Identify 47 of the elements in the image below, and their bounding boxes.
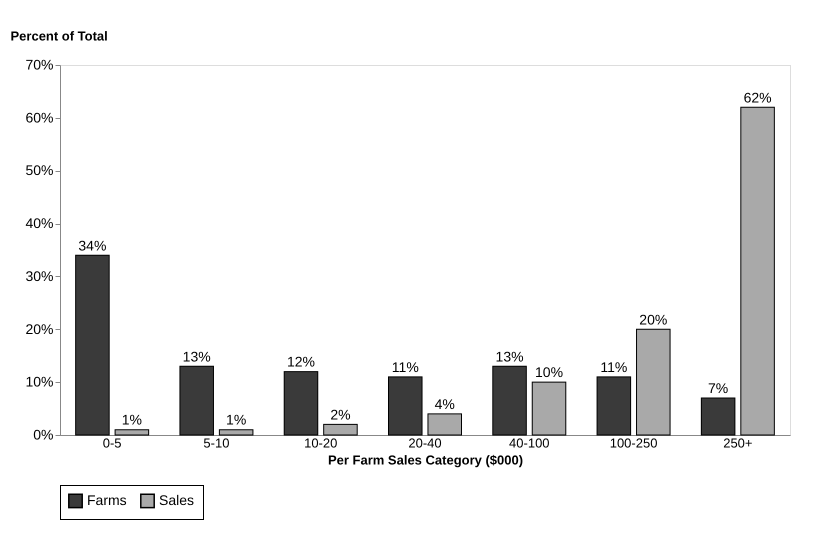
bar bbox=[179, 366, 214, 436]
y-axis-title: Percent of Total bbox=[10, 28, 108, 44]
data-label: 2% bbox=[330, 406, 351, 422]
data-label: 1% bbox=[226, 412, 246, 428]
x-tick-label: 250+ bbox=[723, 436, 753, 450]
data-label: 13% bbox=[496, 348, 524, 364]
data-label: 62% bbox=[744, 89, 772, 106]
data-label: 1% bbox=[122, 412, 142, 428]
data-label: 11% bbox=[392, 358, 419, 375]
data-label: 13% bbox=[182, 348, 211, 364]
data-label: 11% bbox=[600, 358, 628, 375]
legend-label: Farms bbox=[87, 492, 127, 508]
bar bbox=[532, 382, 566, 436]
y-tick-label: 40% bbox=[25, 215, 54, 232]
bar bbox=[740, 106, 775, 436]
y-tick-label: 0% bbox=[33, 426, 54, 442]
x-tick-label: 10-20 bbox=[304, 436, 338, 450]
y-tick-label: 10% bbox=[25, 374, 54, 390]
bar bbox=[114, 429, 150, 436]
bar bbox=[218, 429, 254, 436]
data-label: 7% bbox=[708, 380, 728, 396]
data-label: 12% bbox=[286, 354, 315, 370]
y-tick-label: 50% bbox=[25, 162, 54, 178]
x-tick-label: 20-40 bbox=[408, 436, 442, 450]
bar bbox=[75, 254, 110, 436]
bar bbox=[323, 424, 358, 436]
y-tick-label: 20% bbox=[25, 320, 54, 337]
x-tick-label: 40-100 bbox=[509, 436, 550, 450]
bar bbox=[427, 413, 462, 436]
data-label: 34% bbox=[78, 237, 106, 254]
y-tick-label: 60% bbox=[25, 109, 54, 126]
data-label: 20% bbox=[639, 311, 668, 328]
data-label: 4% bbox=[434, 396, 455, 412]
x-tick-label: 0-5 bbox=[102, 436, 122, 450]
x-tick-label: 5-10 bbox=[203, 436, 230, 450]
bar bbox=[284, 371, 318, 436]
bar bbox=[636, 328, 671, 436]
bar bbox=[492, 366, 527, 436]
y-tick-label: 30% bbox=[25, 268, 54, 284]
y-tick-label: 70% bbox=[25, 56, 54, 72]
data-label: 10% bbox=[535, 364, 564, 380]
legend-label: Sales bbox=[159, 492, 194, 508]
x-axis-title: Per Farm Sales Category ($000) bbox=[328, 452, 524, 468]
x-tick-label: 100-250 bbox=[610, 436, 658, 450]
bar bbox=[596, 376, 632, 436]
bar bbox=[700, 398, 736, 436]
bar bbox=[388, 376, 423, 436]
